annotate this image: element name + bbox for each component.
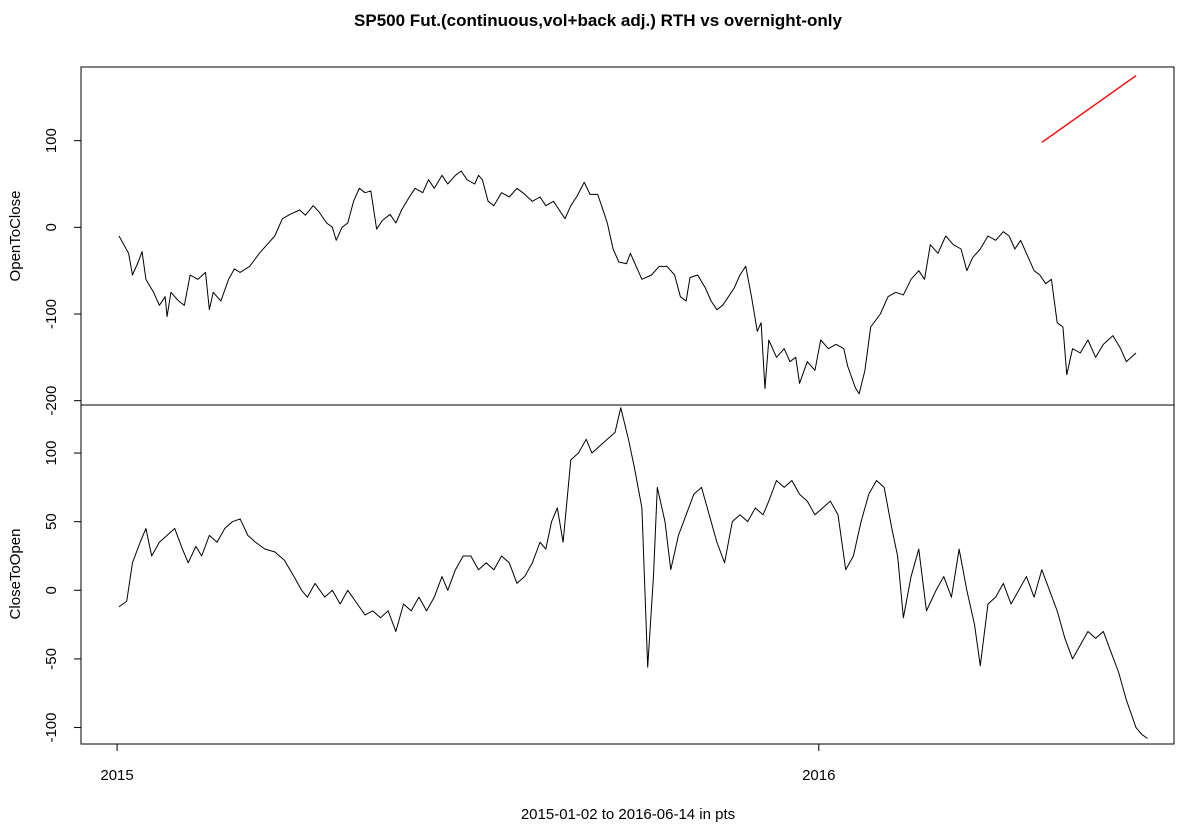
y-tick-label-open-to-close: 0 xyxy=(43,223,60,231)
series-line-open-to-close xyxy=(118,170,1137,395)
x-axis-ticks: 2015 2016 xyxy=(100,744,835,784)
panel-close-to-open: CloseToOpen -100 -50 0 50 100 xyxy=(7,407,1148,743)
y-axis-ticks-open-to-close: -200 -100 0 100 xyxy=(43,128,81,416)
y-axis-label-open-to-close: OpenToClose xyxy=(7,191,24,282)
series-line-close-to-open xyxy=(118,407,1148,739)
panel-open-to-close: OpenToClose -200 -100 0 100 xyxy=(7,75,1137,416)
trend-line xyxy=(1041,75,1137,143)
y-axis-ticks-close-to-open: -100 -50 0 50 100 xyxy=(43,441,81,743)
chart-title: SP500 Fut.(continuous,vol+back adj.) RTH… xyxy=(354,11,842,30)
y-tick-label-close-to-open: 0 xyxy=(43,586,60,594)
y-tick-label-close-to-open: 100 xyxy=(43,441,60,466)
x-axis-footer: 2015-01-02 to 2016-06-14 in pts xyxy=(521,806,735,823)
y-tick-label-open-to-close: -100 xyxy=(43,299,60,329)
x-tick-label: 2015 xyxy=(100,767,133,784)
y-tick-label-open-to-close: -200 xyxy=(43,386,60,416)
y-tick-label-close-to-open: 50 xyxy=(43,513,60,530)
y-tick-label-close-to-open: -100 xyxy=(43,713,60,743)
y-tick-label-open-to-close: 100 xyxy=(43,128,60,153)
x-tick-label: 2016 xyxy=(802,767,835,784)
y-axis-label-close-to-open: CloseToOpen xyxy=(7,529,24,620)
y-tick-label-close-to-open: -50 xyxy=(43,648,60,670)
x-axis: 2015 2016 xyxy=(100,743,835,784)
